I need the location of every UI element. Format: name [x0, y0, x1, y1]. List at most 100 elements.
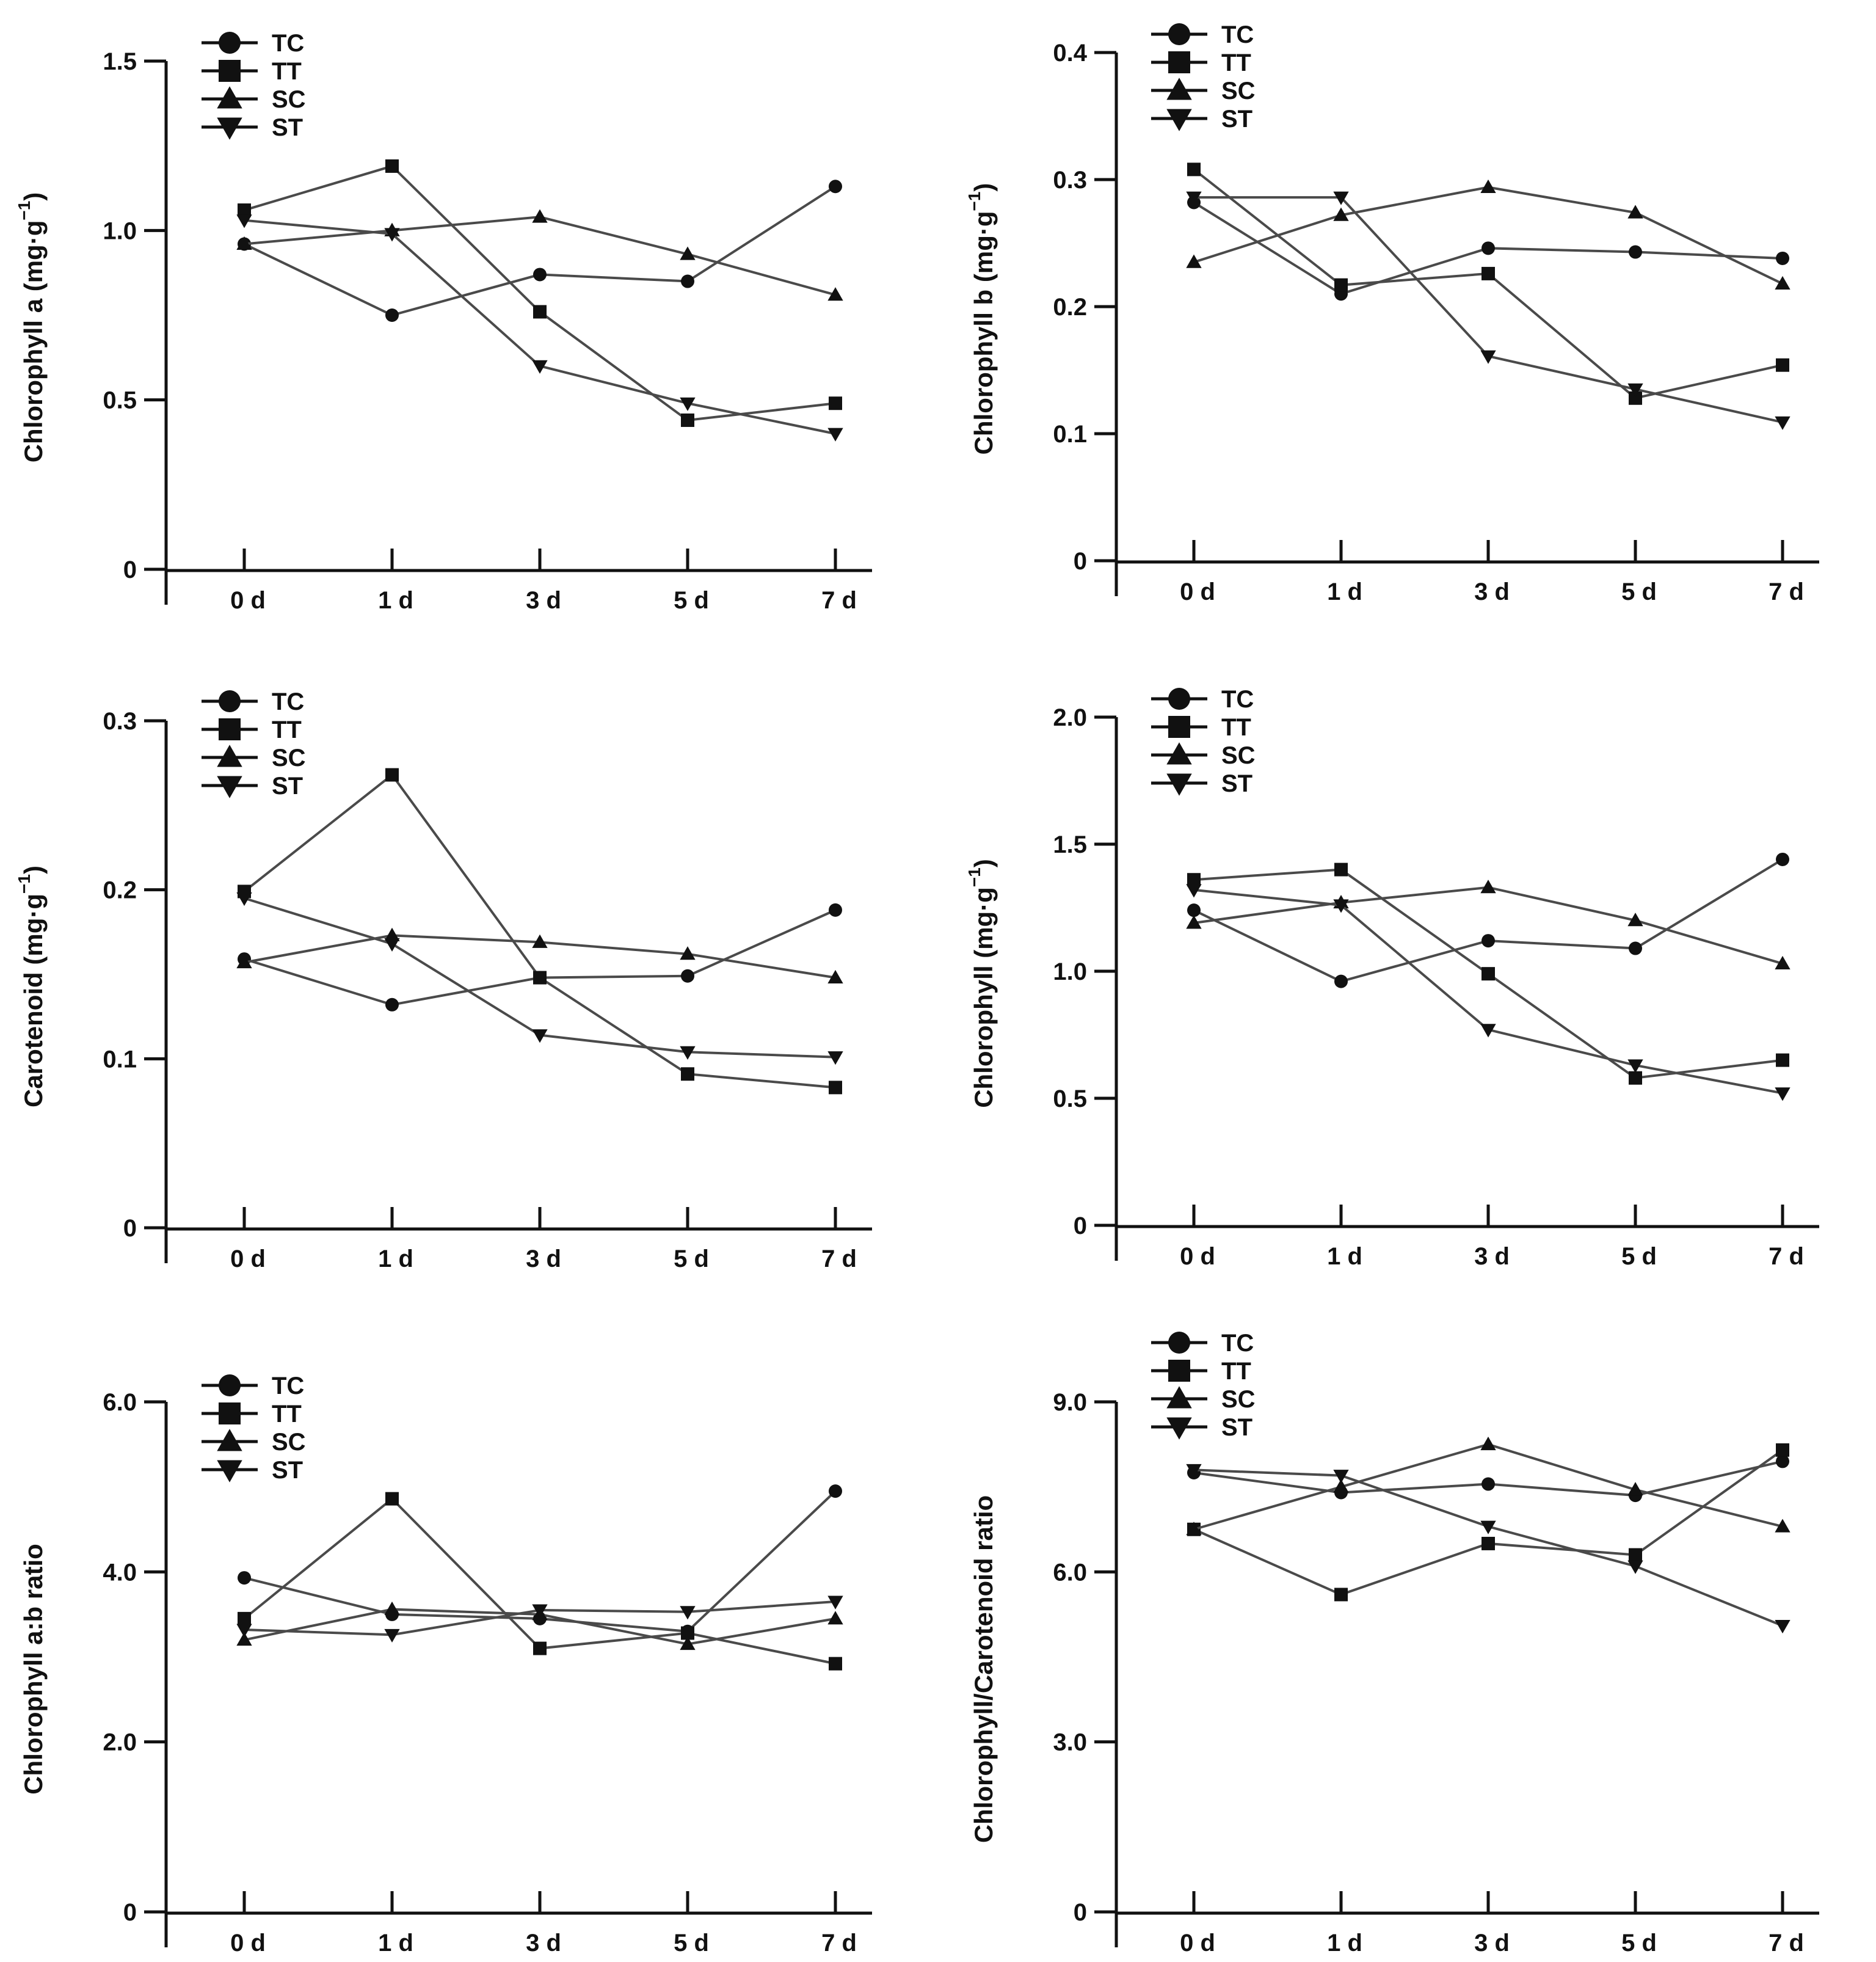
y-tick-label: 3.0 — [1053, 1729, 1087, 1756]
y-tick-label: 0.5 — [1053, 1085, 1087, 1112]
data-point-SC — [1186, 1522, 1202, 1536]
chart-panel-6: 0 3.0 6.0 9.0 0 d 1 d 3 d 5 d 7 d Chlorophyll/Car… — [969, 1330, 1819, 1957]
y-axis-title-end: ) — [19, 866, 48, 874]
y-tick-label: 0.1 — [103, 1046, 137, 1073]
legend-marker-ST — [217, 1460, 242, 1482]
y-tick-label: 0.2 — [103, 877, 137, 904]
data-point-SC — [1775, 955, 1791, 970]
data-point-ST — [827, 1595, 843, 1610]
legend-label-SC: SC — [1221, 78, 1256, 104]
legend-marker-ST — [1166, 773, 1192, 796]
y-tick-label: 0.3 — [1053, 167, 1087, 194]
x-tick-label: 3 d — [1474, 578, 1510, 605]
x-tick-label: 0 d — [230, 1930, 266, 1957]
data-point-ST — [1333, 899, 1349, 913]
x-tick-label: 3 d — [1474, 1930, 1510, 1957]
y-tick-label: 0 — [123, 1215, 137, 1242]
legend-label-ST: ST — [272, 773, 303, 800]
data-point-TT — [1334, 1588, 1348, 1602]
y-tick-label: 1.0 — [1053, 958, 1087, 985]
data-point-TT — [829, 1081, 842, 1095]
chart-panel-3: 0 0.1 0.2 0.3 0 d 1 d 3 d 5 d 7 d Carotenoid (mg·… — [15, 688, 872, 1272]
chart-panel-5: 0 2.0 4.0 6.0 0 d 1 d 3 d 5 d 7 d Chlorophyll a:b… — [19, 1373, 872, 1957]
x-tick-label: 7 d — [821, 1930, 857, 1957]
x-tick-label: 7 d — [1769, 1930, 1804, 1957]
legend-marker-TT — [219, 60, 241, 82]
data-point-SC — [827, 287, 843, 301]
x-tick-label: 1 d — [1327, 578, 1362, 605]
y-axis-title: Chlorophyll b (mg·g−1) — [965, 183, 998, 455]
data-point-SC — [1627, 1482, 1643, 1496]
data-point-SC — [236, 1632, 252, 1646]
legend-label-TT: TT — [272, 717, 302, 743]
data-point-ST — [1333, 191, 1349, 205]
x-tick-label: 1 d — [378, 1930, 413, 1957]
data-point-TC — [829, 903, 842, 917]
legend-label-SC: SC — [272, 86, 306, 113]
data-point-SC — [1775, 1519, 1791, 1533]
legend-label-TT: TT — [272, 58, 302, 85]
data-point-ST — [680, 1606, 696, 1620]
data-point-ST — [1186, 191, 1202, 205]
legend-marker-TC — [219, 32, 241, 54]
data-point-ST — [827, 1051, 843, 1065]
data-point-TC — [681, 274, 694, 288]
data-point-ST — [1333, 1470, 1349, 1484]
x-tick-label: 3 d — [526, 1245, 561, 1272]
x-tick-label: 0 d — [1180, 578, 1215, 605]
data-point-TT — [1482, 266, 1495, 280]
data-point-SC — [236, 236, 252, 250]
y-tick-label: 0.4 — [1053, 40, 1087, 67]
x-tick-label: 1 d — [1327, 1930, 1362, 1957]
data-point-SC — [1186, 915, 1202, 929]
y-axis-title-end: ) — [969, 183, 998, 192]
legend-label-SC: SC — [272, 745, 306, 771]
y-tick-label: 6.0 — [1053, 1559, 1087, 1586]
data-point-SC — [384, 927, 400, 941]
legend-marker-TT — [219, 718, 241, 740]
y-axis-title-main: Chlorophyll a:b ratio — [19, 1544, 48, 1795]
data-point-SC — [1333, 1479, 1349, 1493]
data-point-SC — [1627, 913, 1643, 927]
x-tick-label: 5 d — [1621, 1930, 1657, 1957]
data-point-TC — [533, 268, 547, 282]
data-point-ST — [532, 360, 548, 374]
y-axis-title: Chlorophyll/Carotenoid ratio — [969, 1495, 998, 1843]
data-point-TC — [1334, 974, 1348, 988]
y-tick-label: 1.0 — [103, 217, 137, 244]
data-point-TC — [1482, 934, 1495, 948]
legend-marker-TC — [1168, 23, 1190, 45]
data-point-TT — [238, 203, 251, 217]
x-tick-label: 1 d — [1327, 1243, 1362, 1270]
y-tick-label: 0 — [1074, 1899, 1087, 1926]
data-point-SC — [827, 969, 843, 984]
y-axis-title-superscript: −1 — [965, 867, 984, 887]
data-point-TC — [1187, 903, 1201, 917]
x-tick-label: 1 d — [378, 587, 413, 614]
y-tick-label: 0 — [123, 1899, 137, 1926]
y-axis-title: Carotenoid (mg·g−1) — [15, 866, 48, 1107]
data-point-TT — [1187, 873, 1201, 887]
y-tick-label: 6.0 — [103, 1389, 137, 1416]
data-point-SC — [1480, 179, 1496, 193]
legend-marker-TC — [219, 690, 241, 712]
legend-marker-TT — [219, 1402, 241, 1424]
legend-label-SC: SC — [1221, 1386, 1256, 1413]
y-tick-label: 9.0 — [1053, 1389, 1087, 1416]
y-tick-label: 0 — [1074, 548, 1087, 575]
data-point-ST — [1775, 416, 1791, 430]
data-point-SC — [1480, 1436, 1496, 1451]
x-tick-label: 0 d — [230, 1245, 266, 1272]
x-tick-label: 0 d — [1180, 1930, 1215, 1957]
data-point-TT — [1482, 1536, 1495, 1550]
x-tick-label: 7 d — [821, 587, 857, 614]
legend-label-TC: TC — [1221, 21, 1254, 48]
data-point-ST — [384, 938, 400, 952]
data-point-TC — [238, 1571, 251, 1585]
x-tick-label: 0 d — [230, 587, 266, 614]
data-point-ST — [680, 1046, 696, 1060]
data-point-SC — [1627, 205, 1643, 219]
y-axis-title-main: Chlorophyll/Carotenoid ratio — [969, 1495, 998, 1843]
data-point-TT — [238, 1611, 251, 1625]
data-point-ST — [1186, 1464, 1202, 1478]
